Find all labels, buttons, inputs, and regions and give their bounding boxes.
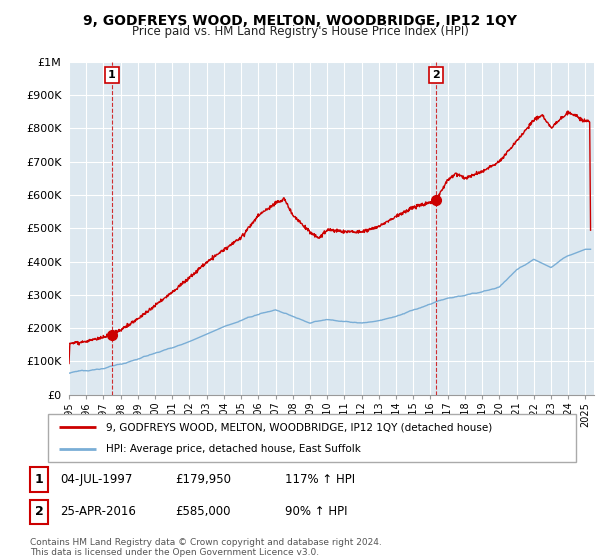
- Text: 25-APR-2016: 25-APR-2016: [60, 505, 136, 519]
- Text: £179,950: £179,950: [175, 473, 231, 486]
- Text: 9, GODFREYS WOOD, MELTON, WOODBRIDGE, IP12 1QY (detached house): 9, GODFREYS WOOD, MELTON, WOODBRIDGE, IP…: [106, 422, 493, 432]
- Text: 117% ↑ HPI: 117% ↑ HPI: [285, 473, 355, 486]
- Text: 1: 1: [35, 473, 43, 486]
- Text: 90% ↑ HPI: 90% ↑ HPI: [285, 505, 347, 519]
- Text: 04-JUL-1997: 04-JUL-1997: [60, 473, 133, 486]
- Text: Price paid vs. HM Land Registry's House Price Index (HPI): Price paid vs. HM Land Registry's House …: [131, 25, 469, 38]
- FancyBboxPatch shape: [48, 414, 576, 462]
- Text: £585,000: £585,000: [175, 505, 230, 519]
- FancyBboxPatch shape: [30, 500, 48, 524]
- Text: 2: 2: [432, 70, 440, 80]
- Text: HPI: Average price, detached house, East Suffolk: HPI: Average price, detached house, East…: [106, 444, 361, 454]
- Text: 2: 2: [35, 505, 43, 519]
- Text: 1: 1: [108, 70, 116, 80]
- FancyBboxPatch shape: [30, 468, 48, 492]
- Text: 9, GODFREYS WOOD, MELTON, WOODBRIDGE, IP12 1QY: 9, GODFREYS WOOD, MELTON, WOODBRIDGE, IP…: [83, 14, 517, 28]
- Text: Contains HM Land Registry data © Crown copyright and database right 2024.
This d: Contains HM Land Registry data © Crown c…: [30, 538, 382, 557]
